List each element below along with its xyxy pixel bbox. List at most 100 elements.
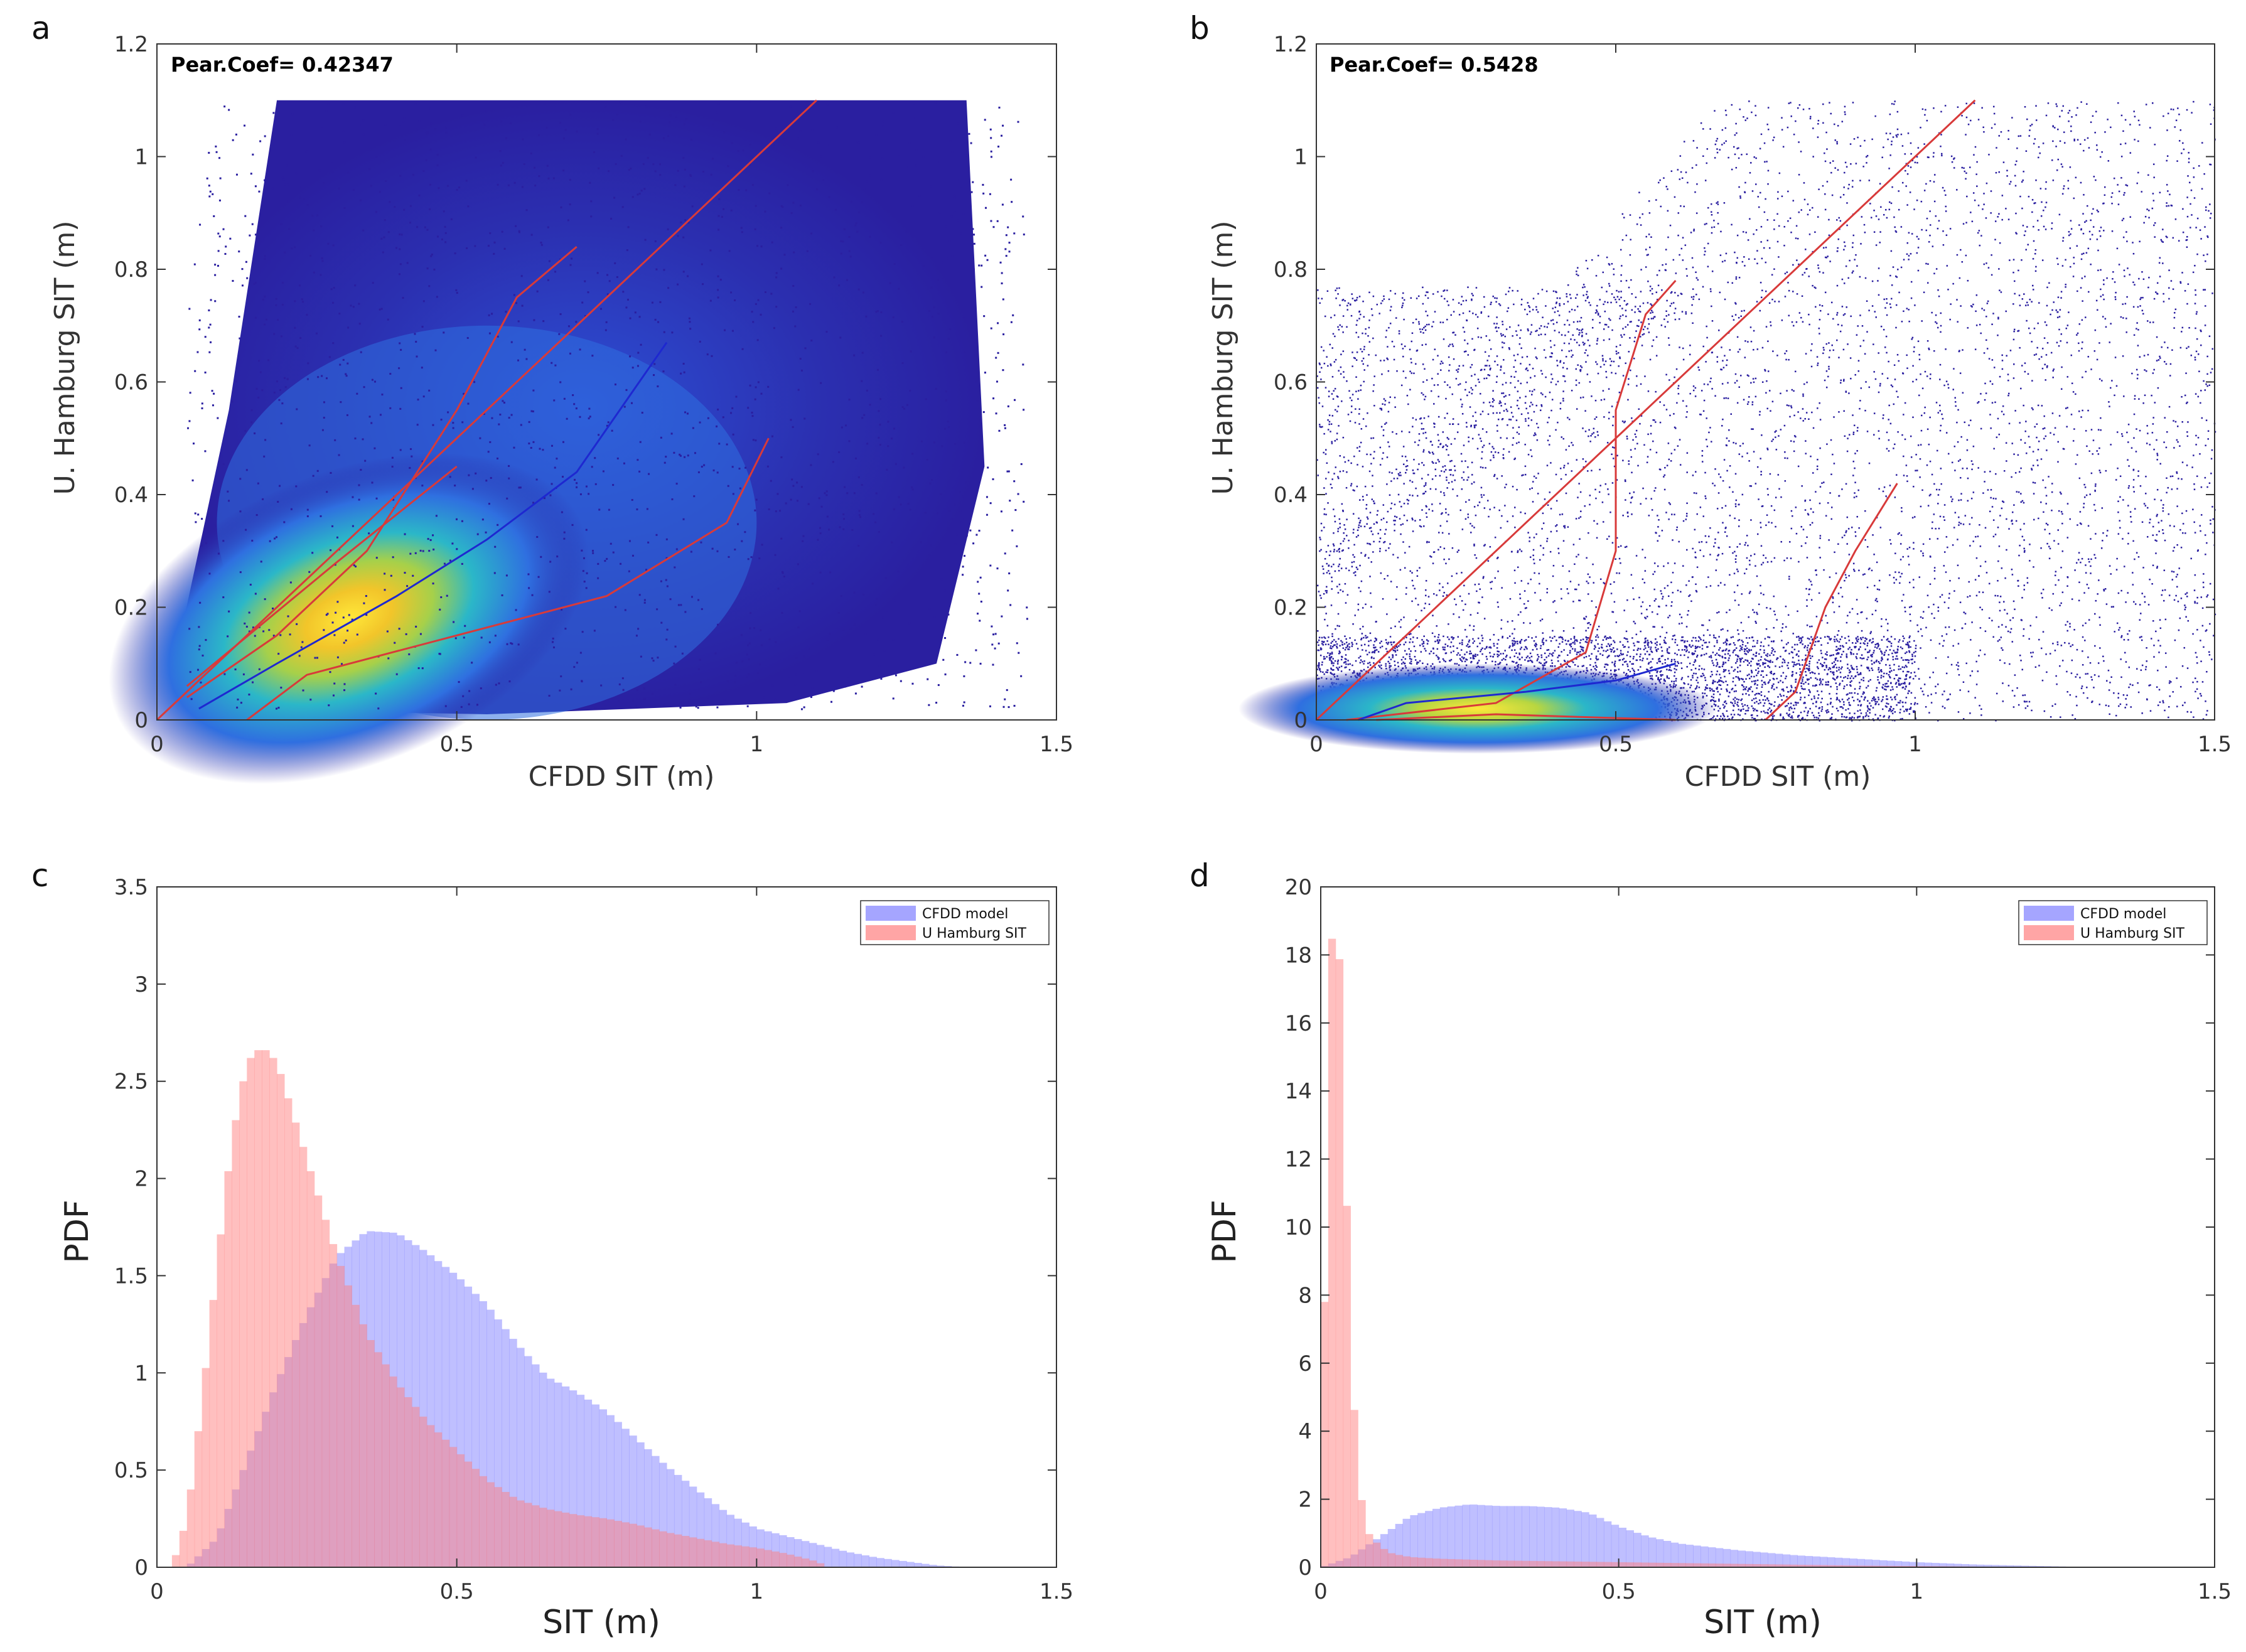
scatter-point [1792, 661, 1793, 663]
scatter-point [480, 687, 482, 690]
scatter-point [1864, 648, 1866, 650]
scatter-point [352, 496, 354, 498]
scatter-point [1530, 419, 1533, 421]
scatter-point [1802, 643, 1803, 645]
scatter-point [908, 142, 911, 144]
scatter-point [320, 225, 323, 228]
scatter-point [597, 577, 599, 579]
scatter-point [1005, 234, 1007, 237]
scatter-point [1570, 643, 1572, 645]
scatter-point [990, 156, 992, 158]
scatter-point [1666, 650, 1668, 652]
scatter-point [2073, 257, 2075, 259]
scatter-point [1001, 134, 1003, 137]
scatter-point [1738, 655, 1739, 658]
scatter-point [1748, 375, 1749, 377]
scatter-point [1893, 576, 1895, 579]
scatter-point [800, 486, 803, 488]
scatter-point [1953, 167, 1955, 169]
scatter-point [1352, 513, 1355, 515]
scatter-point [2004, 662, 2006, 664]
scatter-point [1335, 409, 1336, 411]
scatter-point [1820, 663, 1822, 665]
scatter-point [1338, 477, 1340, 480]
scatter-point [1567, 654, 1569, 656]
scatter-point [1915, 454, 1917, 456]
scatter-point [832, 690, 835, 692]
scatter-point [1729, 643, 1731, 645]
scatter-point [1685, 647, 1688, 649]
scatter-point [1891, 686, 1893, 688]
scatter-point [1006, 470, 1009, 473]
scatter-point [1385, 639, 1387, 641]
scatter-point [1625, 630, 1628, 633]
scatter-point [1614, 665, 1616, 667]
scatter-point [1962, 681, 1965, 684]
scatter-point [314, 657, 316, 659]
scatter-point [1835, 692, 1838, 695]
scatter-point [1757, 533, 1759, 535]
scatter-point [2137, 691, 2140, 694]
scatter-point [1523, 603, 1525, 605]
scatter-point [809, 648, 811, 650]
scatter-point [954, 543, 957, 545]
scatter-point [878, 665, 881, 667]
scatter-point [1404, 345, 1406, 347]
scatter-point [1849, 684, 1851, 686]
scatter-point [1359, 564, 1361, 567]
y-tick-label: 0 [134, 708, 148, 733]
scatter-point [2036, 346, 2038, 349]
scatter-point [231, 400, 234, 403]
scatter-point [2028, 195, 2030, 198]
scatter-point [623, 462, 625, 464]
scatter-point [697, 668, 700, 670]
scatter-point [839, 526, 841, 528]
scatter-point [643, 601, 646, 604]
scatter-point [838, 451, 841, 453]
scatter-point [1550, 319, 1552, 322]
scatter-point [819, 571, 822, 574]
scatter-point [1449, 364, 1451, 366]
scatter-point [2139, 636, 2141, 638]
scatter-point [1879, 385, 1881, 387]
scatter-point [854, 102, 856, 104]
scatter-point [846, 492, 849, 495]
scatter-point [306, 515, 309, 518]
scatter-point [1577, 267, 1579, 269]
scatter-point [1583, 657, 1585, 658]
scatter-point [2201, 142, 2203, 144]
scatter-point [1713, 645, 1716, 647]
scatter-point [1960, 522, 1962, 525]
scatter-point [792, 485, 795, 487]
scatter-point [277, 707, 280, 709]
scatter-point [892, 638, 895, 641]
scatter-point [1889, 422, 1892, 425]
scatter-point [362, 229, 365, 232]
scatter-point [699, 340, 701, 343]
scatter-point [301, 301, 304, 303]
scatter-point [306, 378, 309, 380]
scatter-point [1801, 664, 1803, 666]
scatter-point [218, 199, 221, 201]
scatter-point [1448, 482, 1450, 484]
scatter-point [1891, 670, 1893, 672]
scatter-point [680, 372, 682, 375]
scatter-point [1979, 545, 1982, 547]
scatter-point [1351, 664, 1353, 667]
scatter-point [1967, 477, 1969, 480]
scatter-point [1690, 646, 1692, 648]
scatter-point [1599, 315, 1601, 318]
scatter-point [990, 137, 992, 139]
scatter-point [1383, 298, 1385, 300]
scatter-point [588, 407, 591, 410]
scatter-point [1585, 361, 1587, 363]
scatter-point [1798, 659, 1800, 662]
scatter-point [2179, 528, 2181, 531]
scatter-point [747, 558, 750, 560]
scatter-point [272, 112, 275, 114]
scatter-point [856, 141, 859, 143]
scatter-point [502, 161, 504, 164]
scatter-point [1014, 509, 1017, 512]
scatter-point [1401, 455, 1404, 458]
scatter-point [978, 593, 981, 595]
